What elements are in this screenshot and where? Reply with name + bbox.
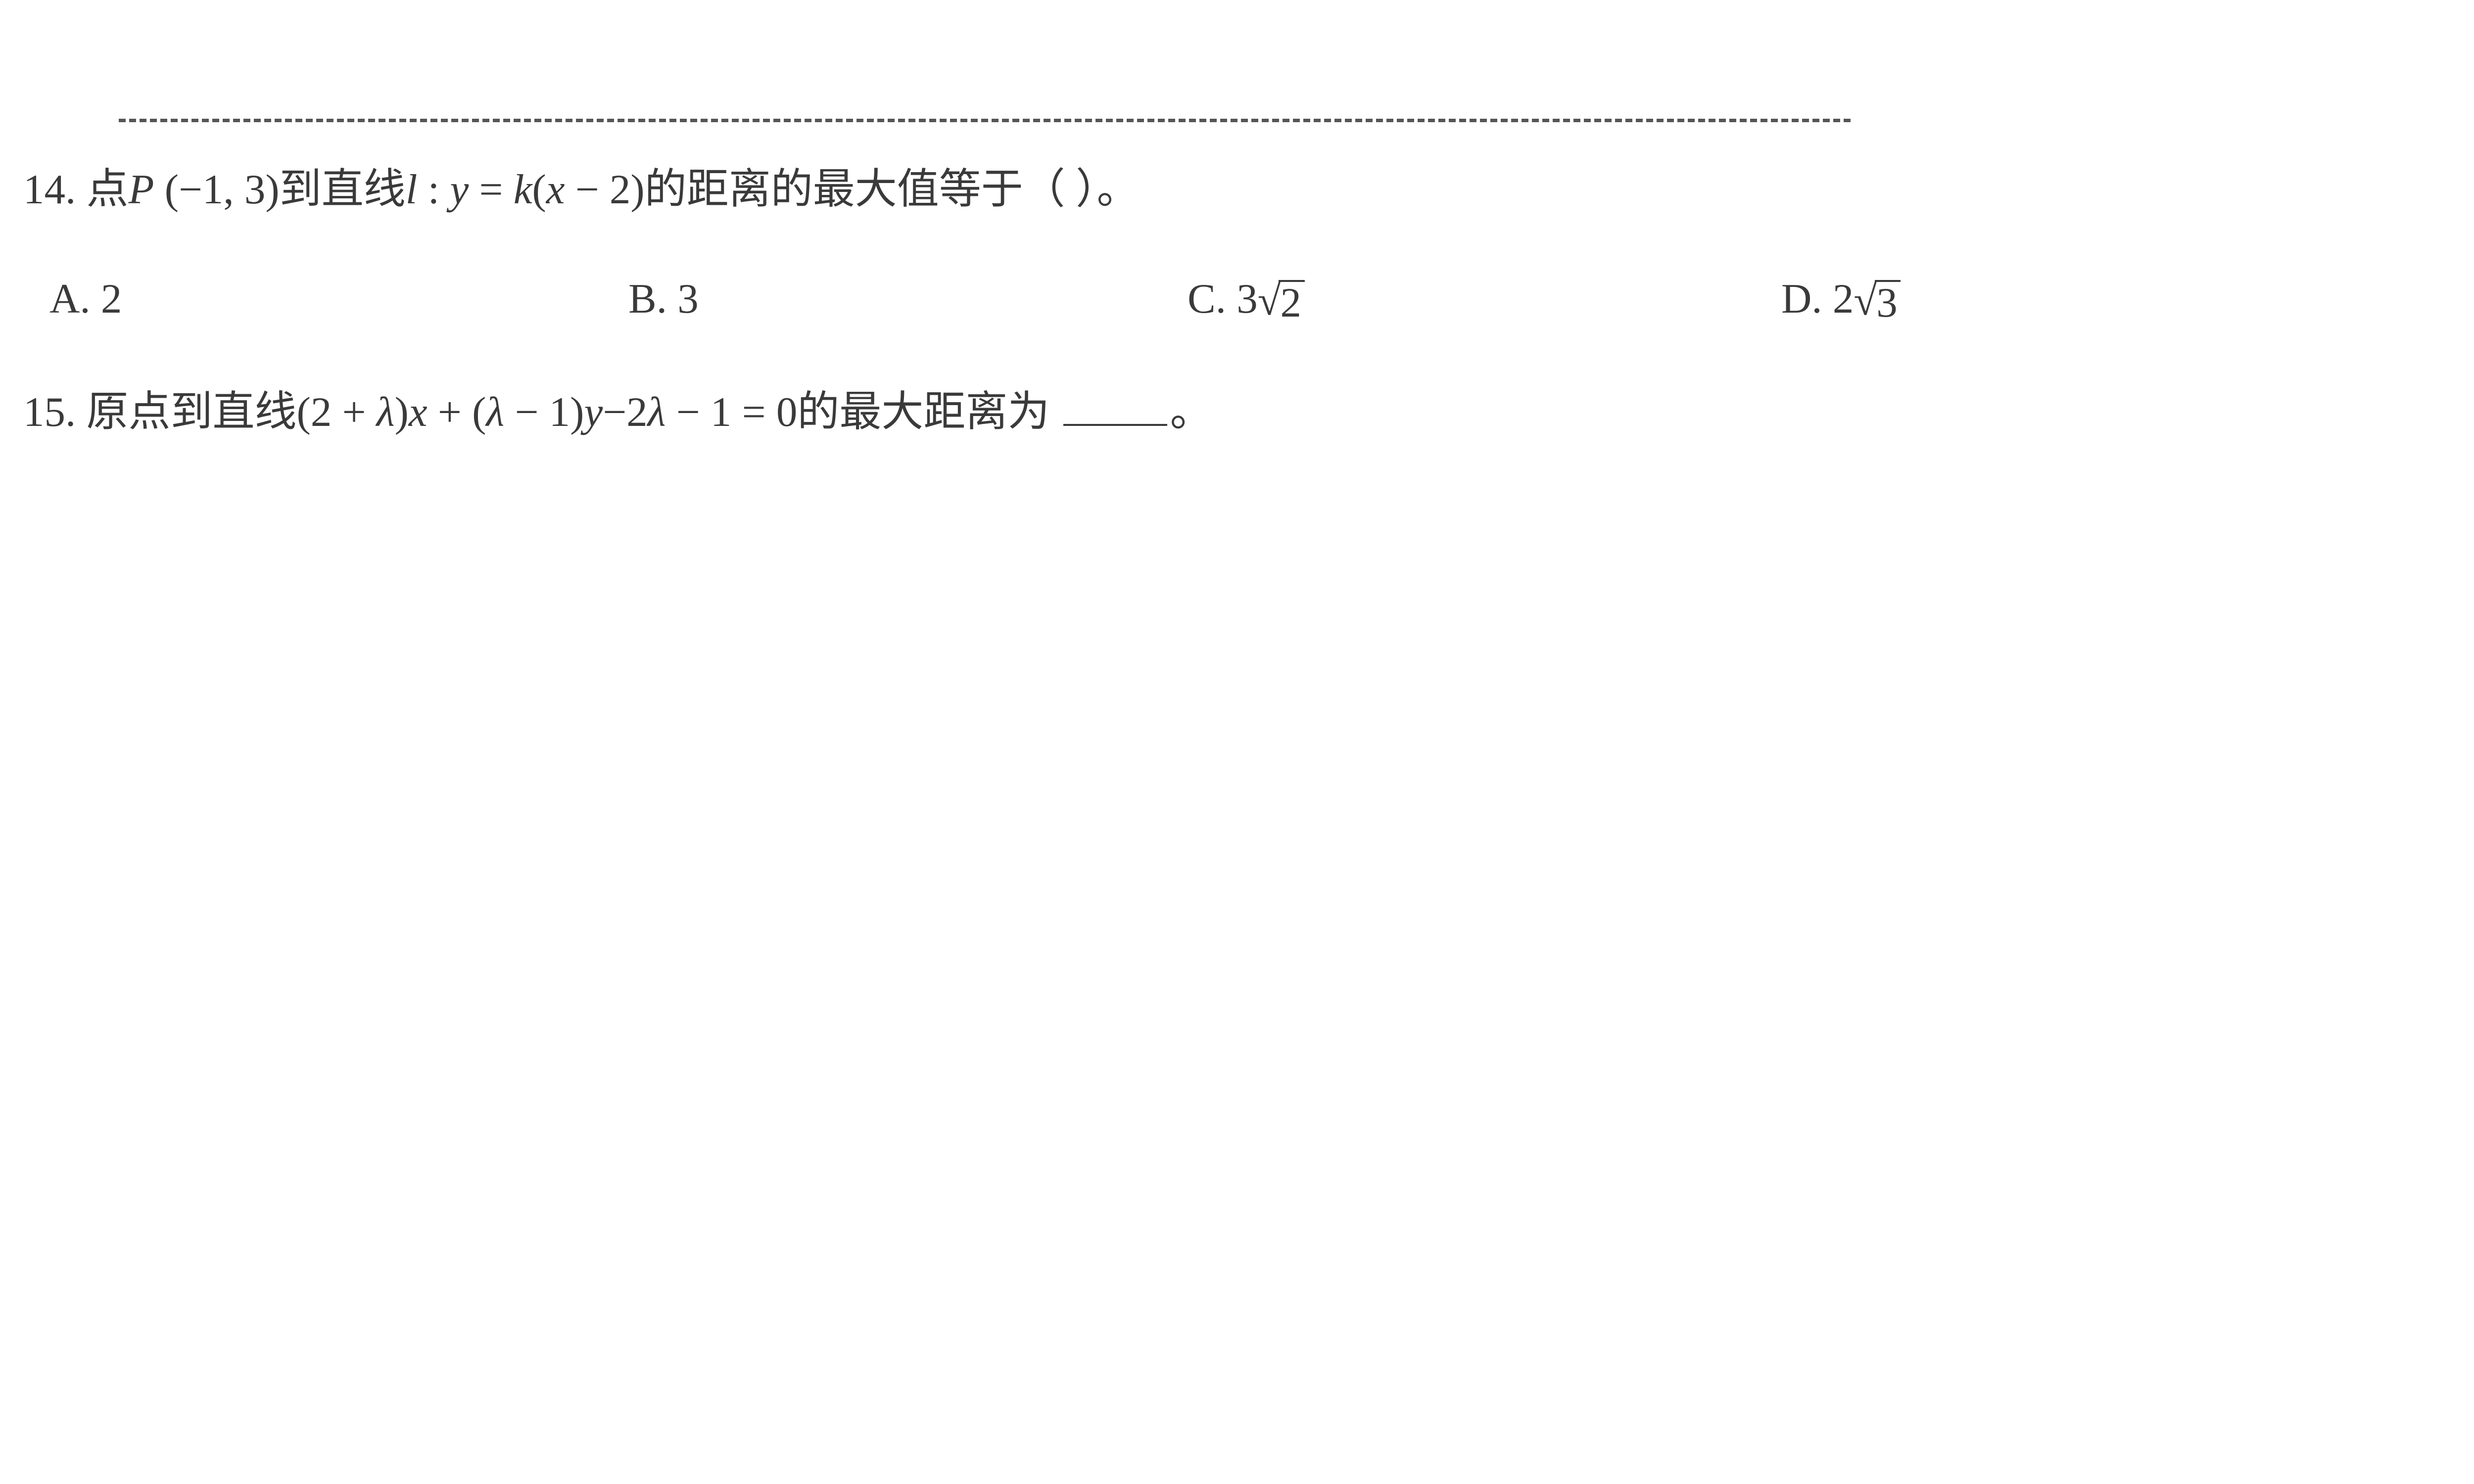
q15-number: 15.	[23, 389, 76, 435]
option-B: B. 3	[628, 275, 1188, 324]
option-D-radicand: 3	[1875, 280, 1901, 324]
q15-text-post2: 。	[1170, 389, 1212, 435]
q14-colon: :	[417, 166, 450, 213]
q15-lambda-2: λ	[486, 389, 504, 435]
q14-var-l: l	[406, 166, 418, 213]
option-C-sqrt: √2	[1258, 280, 1305, 324]
option-A-value: 2	[101, 276, 122, 322]
q15-lambda-1: λ	[377, 389, 395, 435]
q15-text-post1: 的最大距离为	[797, 389, 1060, 435]
q15-t4: − 1)	[504, 389, 584, 435]
option-C-radicand: 2	[1279, 280, 1305, 324]
question-15: 15. 原点到直线(2 + λ)x + (λ − 1)y−2λ − 1 = 0的…	[23, 386, 1212, 438]
q14-var-x: x	[546, 166, 565, 213]
option-B-label: B.	[628, 276, 677, 322]
worksheet-page: 14. 点P (−1, 3)到直线l : y = k(x − 2)的距离的最大值…	[0, 0, 2474, 1484]
answer-blank	[1063, 422, 1167, 426]
q14-text-pre: 点	[76, 166, 128, 213]
q14-lpar: (	[532, 166, 546, 213]
q15-t2: )	[395, 389, 409, 435]
option-A: A. 2	[49, 275, 628, 324]
q15-t3: + (	[428, 389, 486, 435]
radical-icon: √	[1258, 280, 1281, 322]
q14-var-y: y	[450, 166, 469, 213]
q15-lambda-3: λ	[648, 389, 666, 435]
option-B-value: 3	[677, 276, 699, 322]
section-divider	[119, 119, 1851, 122]
q14-number: 14.	[23, 166, 76, 213]
q15-t1: (2 +	[297, 389, 377, 435]
q14-coords: (−1, 3)	[154, 166, 279, 213]
q15-text-pre: 原点到直线	[76, 389, 296, 435]
q15-var-x: x	[409, 389, 428, 435]
q15-t6: − 1 = 0	[666, 389, 797, 435]
q14-eq: =	[469, 166, 513, 213]
option-D-sqrt: √3	[1854, 280, 1901, 324]
q14-var-P: P	[129, 166, 154, 213]
option-D-label: D.	[1781, 276, 1833, 322]
q14-minus2: − 2)	[565, 166, 644, 213]
option-D: D. 2√3	[1781, 275, 1901, 324]
option-D-coef: 2	[1833, 276, 1854, 322]
option-A-label: A.	[49, 276, 101, 322]
q14-text-mid1: 到直线	[280, 166, 406, 213]
option-C-label: C.	[1188, 276, 1237, 322]
question-14-options: A. 2 B. 3 C. 3√2 D. 2√3	[49, 275, 1979, 324]
q15-t5: −2	[603, 389, 647, 435]
radical-icon: √	[1854, 280, 1877, 322]
q14-text-post: 的距离的最大值等于（ ）。	[645, 166, 1139, 213]
question-14: 14. 点P (−1, 3)到直线l : y = k(x − 2)的距离的最大值…	[23, 163, 1139, 216]
option-C: C. 3√2	[1188, 275, 1781, 324]
q15-var-y: y	[584, 389, 603, 435]
option-C-coef: 3	[1237, 276, 1258, 322]
q14-var-k: k	[514, 166, 532, 213]
